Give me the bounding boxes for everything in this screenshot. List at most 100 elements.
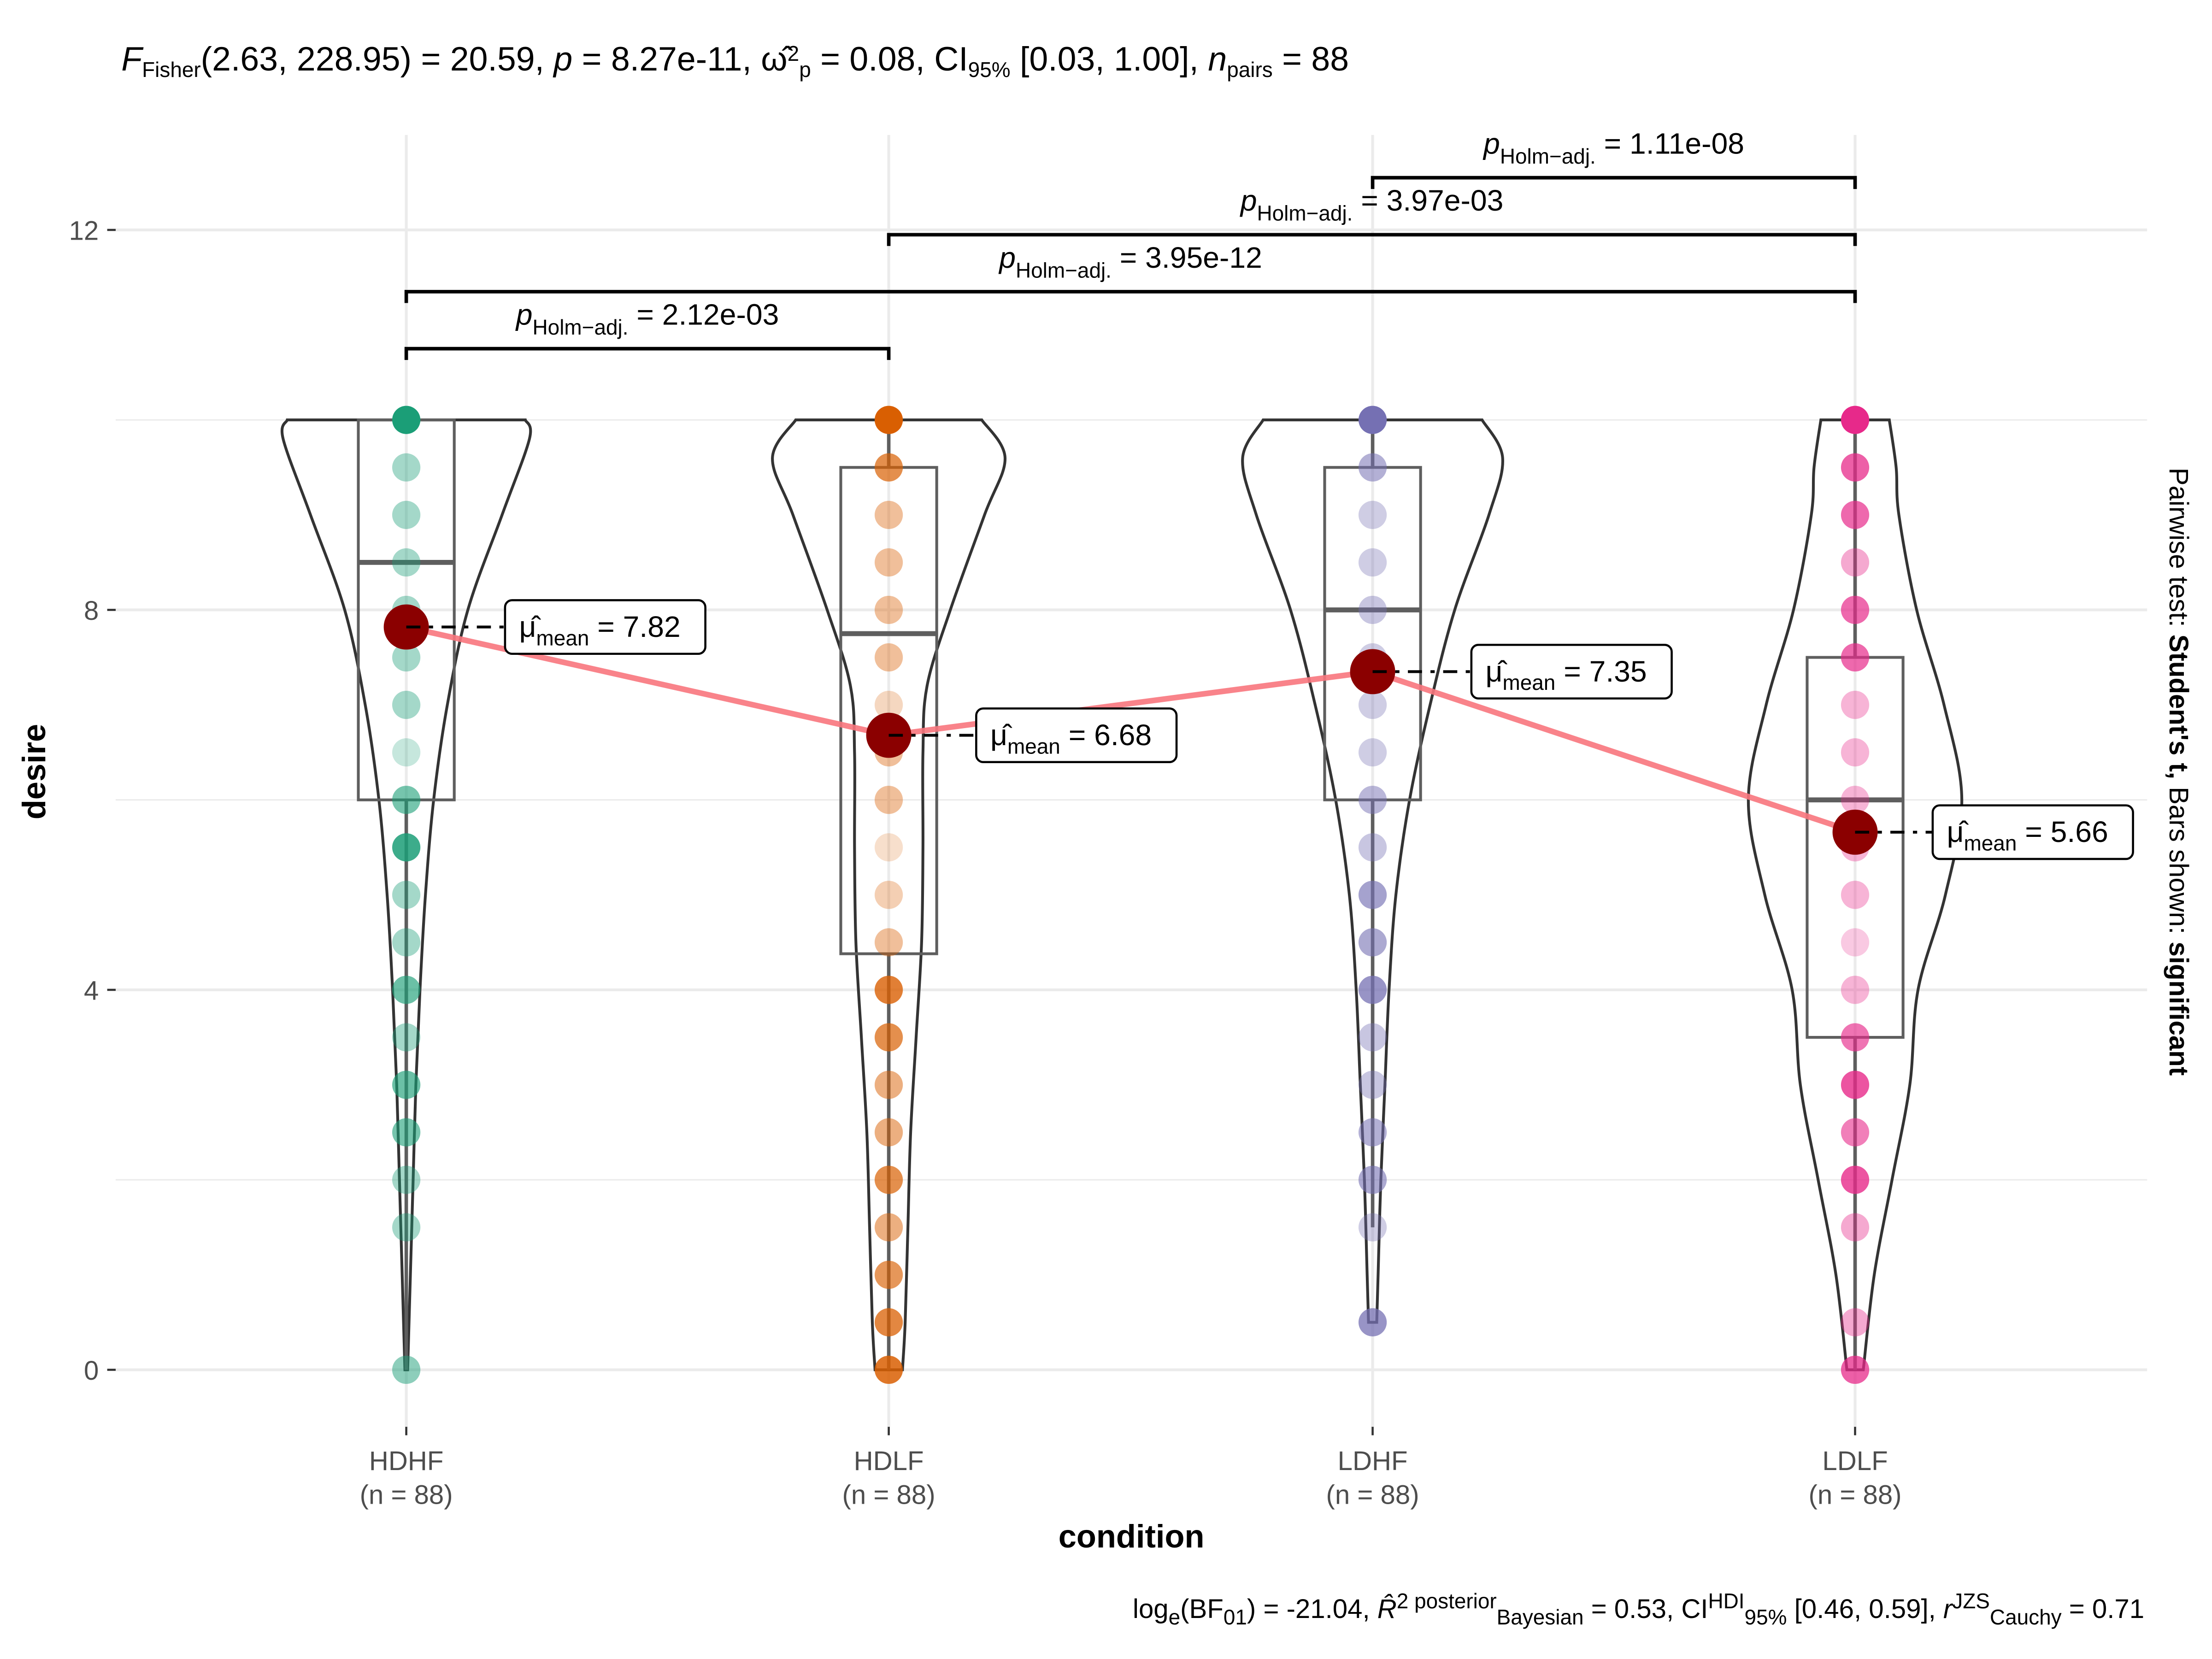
mean-label-box — [504, 599, 706, 655]
data-point — [1841, 1118, 1870, 1147]
right-caption: Pairwise test: Student's t, Bars shown: … — [2164, 468, 2194, 1076]
x-tick-n-label: (n = 88) — [842, 1480, 935, 1510]
data-point — [1841, 1213, 1870, 1241]
data-point — [1358, 738, 1387, 767]
x-tick-label: HDLF — [854, 1446, 924, 1476]
data-point — [874, 1213, 903, 1241]
data-point — [392, 976, 421, 1004]
mean-label-box — [1470, 643, 1673, 700]
mean-connecting-line — [406, 624, 1856, 835]
data-point — [392, 833, 421, 862]
data-point — [874, 643, 903, 672]
data-point — [392, 928, 421, 957]
data-point — [874, 690, 903, 719]
data-point — [874, 1308, 903, 1336]
data-point — [874, 1260, 903, 1289]
data-point — [1841, 1355, 1870, 1384]
data-point — [1841, 881, 1870, 909]
mean-label-box — [975, 707, 1178, 764]
right-caption-prefix: Pairwise test: — [2164, 468, 2194, 635]
data-point — [874, 1355, 903, 1384]
data-point — [1841, 500, 1870, 529]
mean-label: μ̂mean = 7.35 — [1485, 655, 1647, 694]
mean-label: μ̂mean = 7.82 — [519, 610, 681, 650]
x-axis-title: condition — [1059, 1518, 1205, 1554]
data-point — [392, 690, 421, 719]
data-point — [1841, 1165, 1870, 1194]
data-point — [1358, 1118, 1387, 1147]
data-point — [874, 1118, 903, 1147]
data-point — [392, 881, 421, 909]
data-point — [1841, 453, 1870, 482]
data-point — [392, 1118, 421, 1147]
data-point — [874, 500, 903, 529]
data-point — [392, 643, 421, 672]
data-point — [874, 786, 903, 814]
data-point — [392, 1355, 421, 1384]
data-point — [874, 453, 903, 482]
data-point — [392, 1023, 421, 1052]
data-point — [392, 406, 421, 434]
data-point — [874, 928, 903, 957]
pairwise-label: pHolm−adj. = 2.12e-03 — [515, 298, 779, 339]
data-point — [392, 548, 421, 577]
pairwise-brackets: pHolm−adj. = 2.12e-03 pHolm−adj. = 3.95e-… — [404, 127, 1857, 360]
pairwise-bracket — [887, 233, 1857, 246]
data-point — [392, 453, 421, 482]
data-point — [1841, 595, 1870, 624]
pairwise-label: pHolm−adj. = 1.11e-08 — [1483, 127, 1744, 168]
data-point — [874, 595, 903, 624]
y-tick-label: 0 — [84, 1356, 99, 1386]
pairwise-label: pHolm−adj. = 3.95e-12 — [998, 241, 1262, 282]
x-tick-label: LDLF — [1822, 1446, 1888, 1476]
x-tick-n-label: (n = 88) — [360, 1480, 453, 1510]
data-point — [1358, 1165, 1387, 1194]
x-tick-n-label: (n = 88) — [1326, 1480, 1419, 1510]
y-tick-label: 12 — [69, 216, 99, 246]
right-caption-test: Student's t, — [2164, 635, 2194, 779]
chart-title: FFisher(2.63, 228.95) = 20.59, p = 8.27e… — [121, 40, 1349, 82]
data-point — [1841, 548, 1870, 577]
data-point — [1841, 738, 1870, 767]
right-caption-middle: Bars shown: — [2164, 779, 2194, 941]
data-point — [392, 1071, 421, 1099]
data-point — [1358, 690, 1387, 719]
data-point — [1358, 548, 1387, 577]
data-point — [874, 833, 903, 862]
data-point — [1358, 453, 1387, 482]
data-point — [874, 548, 903, 577]
data-point — [1841, 928, 1870, 957]
data-point — [874, 1023, 903, 1052]
data-point — [1358, 406, 1387, 434]
data-point — [1358, 928, 1387, 957]
x-tick-label: LDHF — [1338, 1446, 1408, 1476]
y-tick-label: 4 — [84, 976, 99, 1006]
data-point — [1358, 976, 1387, 1004]
data-point — [1358, 500, 1387, 529]
data-point — [874, 1165, 903, 1194]
chart-caption: loge(BF01) = -21.04, R̂2 posteriorBayesi… — [1133, 1589, 2144, 1629]
mean-point — [1350, 649, 1395, 694]
data-point — [392, 786, 421, 814]
means: μ̂mean = 7.82 μ̂mean = 6.68 μ̂mean = 7.35 μ… — [383, 599, 2134, 860]
data-point — [1358, 881, 1387, 909]
data-point — [1358, 1213, 1387, 1241]
data-point — [1358, 595, 1387, 624]
boxplots — [357, 418, 1905, 1370]
mean-label: μ̂mean = 5.66 — [1947, 815, 2108, 855]
data-points — [392, 406, 1870, 1384]
pairwise-bracket — [1371, 176, 1857, 189]
pairwise-label: pHolm−adj. = 3.97e-03 — [1240, 184, 1504, 225]
data-point — [874, 976, 903, 1004]
data-point — [392, 1213, 421, 1241]
axes: 0 4 8 12 HDHF (n = 88) HDLF (n = 88) LDHF (n = 88… — [69, 216, 1902, 1510]
data-point — [1358, 1308, 1387, 1336]
data-point — [392, 1165, 421, 1194]
data-point — [1841, 1308, 1870, 1336]
data-point — [874, 406, 903, 434]
data-point — [1841, 690, 1870, 719]
pairwise-bracket — [404, 290, 1857, 303]
data-point — [1841, 1071, 1870, 1099]
data-point — [1358, 786, 1387, 814]
